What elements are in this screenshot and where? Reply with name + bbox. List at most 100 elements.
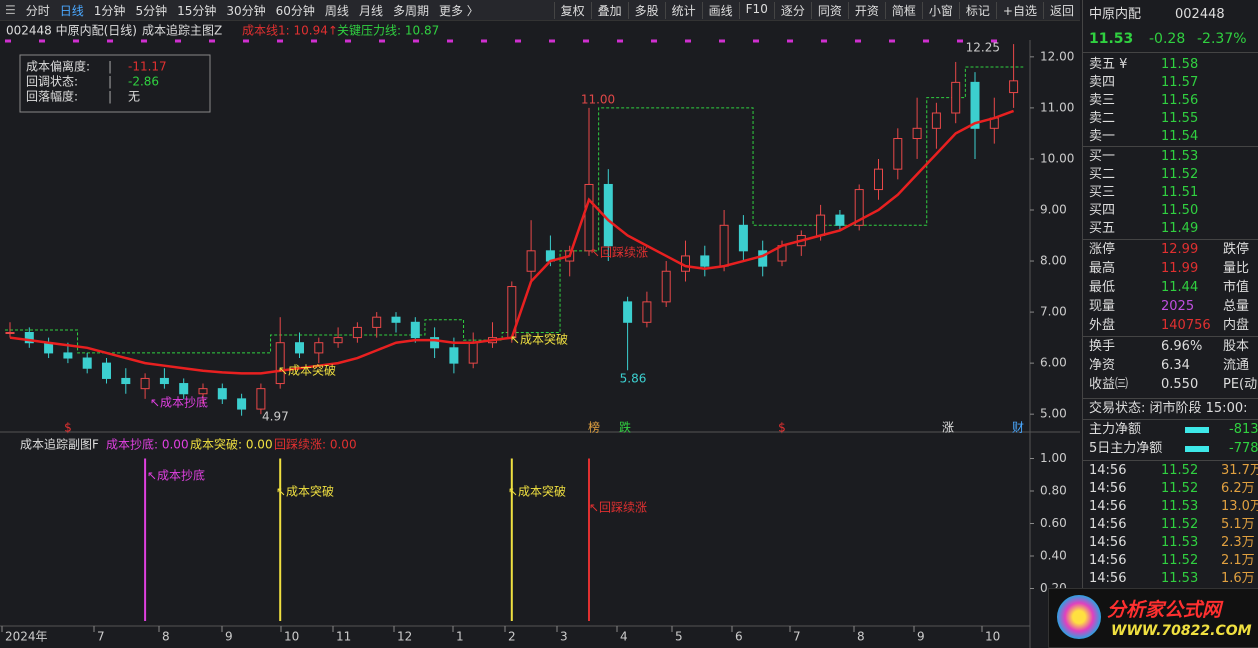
candle-body	[410, 321, 420, 339]
stat-label: 股本	[1223, 339, 1250, 354]
candle-body	[931, 112, 941, 129]
info-label: 回落幅度:	[26, 89, 78, 104]
chart-canvas: 002448 中原内配(日线) 成本追踪主图Z 成本线1: 10.94↑ 关键压力线:…	[0, 21, 1080, 648]
toolbar-button[interactable]: F10	[738, 1, 774, 19]
period-tab[interactable]: 30分钟	[226, 3, 266, 18]
bid-price: 11.53	[1161, 149, 1199, 164]
toolbar-button[interactable]: 小窗	[921, 1, 959, 19]
ask-price: 11.58	[1161, 57, 1199, 72]
candle-body	[526, 250, 536, 272]
bid-label: 买四	[1089, 203, 1116, 218]
ask-label: 卖二	[1089, 111, 1116, 126]
candle-body	[719, 224, 729, 267]
quote-row: 卖二 11.55	[1089, 110, 1257, 128]
legend-entry: 成本突破: 0.00	[190, 437, 273, 452]
period-tab[interactable]: 15分钟	[177, 3, 217, 18]
signal-label: ↖成本抄底	[147, 468, 205, 483]
change: -0.28	[1149, 31, 1186, 47]
toolbar-button[interactable]: 简框	[884, 1, 922, 19]
signal-label: ↖回踩续涨	[589, 500, 647, 515]
quote-row: 买五 11.49	[1089, 220, 1257, 238]
toolbar-button[interactable]: 画线	[701, 1, 739, 19]
toolbar-button[interactable]: 复权	[553, 1, 591, 19]
tick-time: 14:56	[1089, 463, 1127, 478]
toolbar-button[interactable]: 统计	[664, 1, 702, 19]
candle-body	[758, 250, 768, 267]
toolbar-button[interactable]: 开资	[847, 1, 885, 19]
bid-label: 买二	[1089, 167, 1116, 182]
period-tab[interactable]: 更多 〉	[438, 3, 479, 18]
y-tick-label: 6.00	[1040, 356, 1067, 370]
quote-row: 涨停 12.99 跌停	[1089, 241, 1257, 259]
toolbar-button[interactable]: 返回	[1042, 1, 1080, 19]
toolbar-button[interactable]: 多股	[627, 1, 665, 19]
x-tick-label: 11	[336, 630, 351, 644]
quote-row: 收益㈢ 0.550 PE(动)	[1089, 376, 1258, 394]
toolbar-right: 复权 叠加 多股 统计 画线 F10 逐分 同资 开资 简框 小窗 标记 +自选 返回	[553, 1, 1080, 19]
toolbar-button[interactable]: 逐分	[773, 1, 811, 19]
quote-row: 卖三 11.56	[1089, 92, 1257, 110]
tick-price: 11.53	[1161, 571, 1199, 586]
info-sep: |	[108, 75, 112, 89]
background	[0, 21, 1080, 648]
separator	[1083, 419, 1258, 420]
candle-body	[623, 301, 633, 323]
x-tick-label: 4	[620, 630, 628, 644]
toolbar-button[interactable]: 叠加	[590, 1, 628, 19]
y-tick-label: 0.40	[1040, 549, 1067, 563]
quote-row: 现量 2025 总量	[1089, 298, 1257, 316]
tick-volume: 31.7万	[1221, 463, 1258, 478]
x-tick-label: 7	[793, 630, 801, 644]
y-tick-label: 12.00	[1040, 49, 1074, 63]
stat-label: 市值	[1223, 280, 1250, 295]
bid-label: 买三	[1089, 185, 1116, 200]
quote-row: 14:56 11.52 5.1万	[1089, 516, 1257, 534]
quote-row: 14:56 11.52 2.1万	[1089, 552, 1257, 570]
bid-price: 11.49	[1161, 221, 1199, 236]
tick-volume: 1.6万	[1221, 571, 1255, 586]
bid-label: 买一	[1089, 149, 1116, 164]
quote-row: 14:56 11.53 13.0万	[1089, 498, 1258, 516]
candle-body	[275, 342, 285, 385]
stat-value: 11.99	[1161, 261, 1199, 276]
candle-body	[333, 337, 343, 344]
event-badge: $	[64, 421, 72, 435]
legend-entry: 成本抄底: 0.00	[106, 437, 189, 452]
candle-body	[1009, 80, 1019, 94]
stat-label: 最高	[1089, 261, 1116, 276]
stat-value: 6.34	[1161, 358, 1190, 373]
y-tick-label: 0.60	[1040, 516, 1067, 530]
stat-label: 最低	[1089, 280, 1116, 295]
period-tab[interactable]: 60分钟	[275, 3, 315, 18]
period-tab[interactable]: 月线	[358, 3, 383, 18]
period-tab[interactable]: 1分钟	[93, 3, 126, 18]
stat-label: 外盘	[1089, 318, 1116, 333]
candle-body	[121, 377, 131, 385]
separator	[1083, 460, 1258, 461]
period-tab[interactable]: 分时	[25, 3, 50, 18]
toolbar-button[interactable]: +自选	[995, 1, 1043, 19]
period-tab[interactable]: 多周期	[392, 3, 429, 18]
tick-time: 14:56	[1089, 571, 1127, 586]
candle-body	[24, 332, 34, 344]
separator	[1083, 398, 1258, 399]
x-tick-label: 5	[675, 630, 683, 644]
info-sep: |	[108, 90, 112, 104]
ask-label: 卖三	[1089, 93, 1116, 108]
period-tab[interactable]: 5分钟	[135, 3, 168, 18]
event-badge: 财	[1012, 421, 1024, 435]
x-tick-label: 7	[97, 630, 105, 644]
x-tick-label: 2	[508, 630, 516, 644]
period-tab[interactable]: 日线	[59, 3, 84, 18]
quote-row: 最低 11.44 市值	[1089, 279, 1257, 297]
period-tab[interactable]: 周线	[324, 3, 349, 18]
quote-panel: 中原内配 002448 11.53 -0.28 -2.37% 卖五 ¥ 11.58 卖四 11.…	[1048, 0, 1258, 648]
toolbar-button[interactable]: 同资	[810, 1, 848, 19]
tick-volume: 5.1万	[1221, 517, 1255, 532]
flow-label: 5日主力净额	[1089, 441, 1163, 456]
change-pct: -2.37%	[1197, 31, 1247, 47]
cost-line-label: 成本线1: 10.94↑	[242, 24, 338, 38]
info-box	[19, 54, 211, 113]
candle-body	[391, 316, 401, 323]
toolbar-button[interactable]: 标记	[958, 1, 996, 19]
